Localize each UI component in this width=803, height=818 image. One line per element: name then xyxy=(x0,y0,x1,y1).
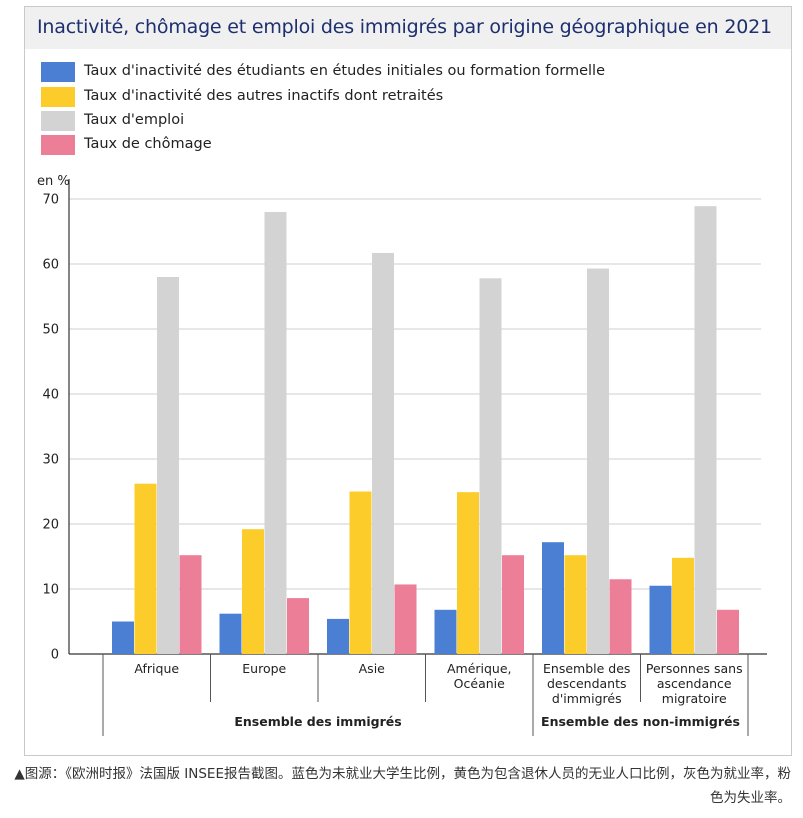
y-tick-label: 60 xyxy=(42,258,59,273)
y-tick-label: 70 xyxy=(42,193,59,208)
group-label: Ensemble des immigrés xyxy=(234,714,401,729)
bar xyxy=(672,557,694,654)
bar xyxy=(564,555,587,654)
x-tick-label: Asie xyxy=(359,661,386,676)
x-tick-label: migratoire xyxy=(662,691,727,706)
bar xyxy=(694,206,717,654)
bar xyxy=(372,252,394,654)
x-tick-label: ascendance xyxy=(657,676,732,691)
bar xyxy=(394,584,417,654)
y-tick-label: 0 xyxy=(51,648,59,663)
image-caption: ▲图源：《欧洲时报》法国版 INSEE报告截图。蓝色为未就业大学生比例，黄色为包… xyxy=(14,766,791,806)
bar-chart: 0 10 20 30 40 50 60 70 Afrique Europe Asie Amérique… xyxy=(42,179,767,736)
bar xyxy=(502,555,524,654)
bar xyxy=(134,483,157,654)
x-tick-label: Personnes sans xyxy=(646,661,743,676)
bar xyxy=(219,613,242,654)
legend-label: Taux d'inactivité des autres inactifs do… xyxy=(84,88,444,104)
bar xyxy=(157,277,179,654)
bar xyxy=(112,621,134,654)
chart-frame: Inactivité, chômage et emploi des immigr… xyxy=(24,6,792,756)
bar xyxy=(327,618,349,654)
y-axis-unit-label: en % xyxy=(37,174,70,189)
group-label: Ensemble des non-immigrés xyxy=(541,714,740,729)
legend-label: Taux d'emploi xyxy=(84,112,185,128)
y-tick-label: 20 xyxy=(42,518,59,533)
bar xyxy=(349,491,372,654)
bar xyxy=(287,598,309,654)
bar xyxy=(717,609,739,654)
bar xyxy=(587,268,609,654)
bar xyxy=(242,529,264,654)
x-tick-label: Océanie xyxy=(454,676,505,691)
y-tick-label: 10 xyxy=(42,583,59,598)
x-tick-label: Afrique xyxy=(134,661,179,676)
chart-title: Inactivité, chômage et emploi des immigr… xyxy=(37,16,772,38)
bar xyxy=(264,212,287,654)
bar xyxy=(479,278,502,654)
bar xyxy=(434,609,457,654)
x-tick-label: d'immigrés xyxy=(552,691,622,706)
bar xyxy=(609,579,632,654)
bar xyxy=(542,542,564,654)
x-tick-label: Europe xyxy=(242,661,286,676)
y-tick-label: 30 xyxy=(42,453,59,468)
legend-swatch-yellow xyxy=(41,87,75,107)
legend-label: Taux d'inactivité des étudiants en étude… xyxy=(84,63,605,79)
bar xyxy=(649,585,672,654)
title-bar: Inactivité, chômage et emploi des immigr… xyxy=(25,7,791,49)
legend-swatch-pink xyxy=(41,135,75,155)
x-tick-label: descendants xyxy=(547,676,627,691)
legend-swatch-gray xyxy=(41,111,75,131)
legend-swatch-blue xyxy=(41,62,75,82)
bar xyxy=(457,492,479,654)
x-tick-label: Amérique, xyxy=(447,661,512,676)
bar xyxy=(179,555,202,654)
y-tick-label: 40 xyxy=(42,388,59,403)
y-tick-label: 50 xyxy=(42,323,59,338)
x-tick-label: Ensemble des xyxy=(543,661,630,676)
legend-label: Taux de chômage xyxy=(84,136,212,152)
